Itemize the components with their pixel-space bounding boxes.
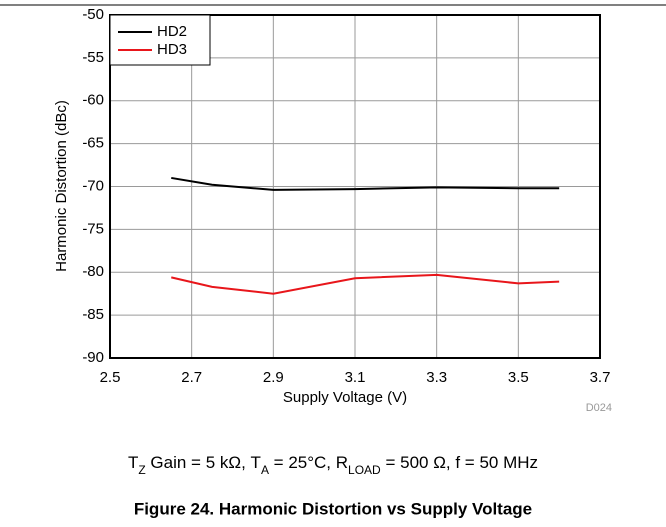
x-tick-label: 2.7 (181, 369, 202, 386)
x-tick-label: 2.5 (100, 369, 121, 386)
caption: TZ Gain = 5 kΩ, TA = 25°C, RLOAD = 500 Ω… (128, 453, 538, 477)
x-tick-label: 3.3 (426, 369, 447, 386)
caption-part: = 25°C, R (269, 453, 348, 472)
x-tick-label: 3.7 (590, 369, 611, 386)
legend-label: HD3 (157, 41, 187, 58)
data-line (171, 176, 560, 191)
x-tick-label: 2.9 (263, 369, 284, 386)
legend-box (109, 14, 211, 66)
caption-part: T (128, 453, 138, 472)
data-line (171, 273, 560, 295)
y-tick-label: -90 (82, 349, 104, 366)
y-tick-label: -80 (82, 263, 104, 280)
y-axis-label: Harmonic Distortion (dBc) (53, 100, 70, 272)
caption-part: A (261, 463, 269, 477)
caption-part: Z (138, 463, 145, 477)
y-tick-label: -50 (82, 6, 104, 23)
caption-part: = 500 Ω, f = 50 MHz (381, 453, 538, 472)
x-axis-label: Supply Voltage (V) (283, 389, 407, 406)
y-tick-label: -70 (82, 177, 104, 194)
y-tick-label: -75 (82, 220, 104, 237)
caption-part: Gain = 5 kΩ, T (146, 453, 261, 472)
y-tick-label: -55 (82, 49, 104, 66)
y-tick-label: -85 (82, 306, 104, 323)
x-tick-label: 3.1 (345, 369, 366, 386)
y-tick-label: -65 (82, 135, 104, 152)
legend-label: HD2 (157, 23, 187, 40)
plot-frame (109, 14, 601, 359)
x-tick-label: 3.5 (508, 369, 529, 386)
caption-part: LOAD (348, 463, 381, 477)
figure-code: D024 (586, 402, 612, 414)
y-tick-label: -60 (82, 92, 104, 109)
figure-title: Figure 24. Harmonic Distortion vs Supply… (134, 499, 532, 518)
